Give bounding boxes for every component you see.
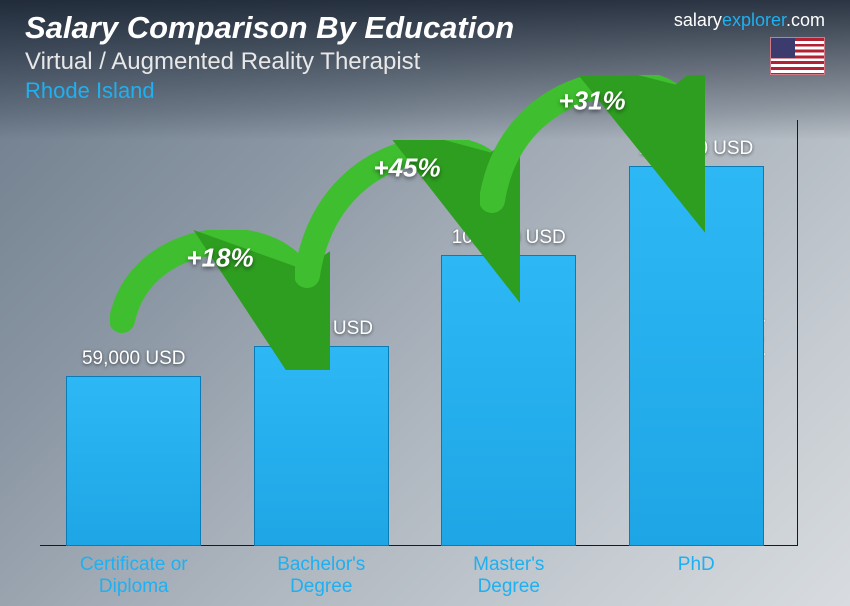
y-axis-line [797, 120, 798, 546]
flag-icon [770, 37, 825, 75]
x-axis-label: Master'sDegree [415, 554, 603, 598]
brand-part1: salary [674, 10, 722, 30]
x-labels: Certificate orDiplomaBachelor'sDegreeMas… [40, 554, 790, 598]
chart-location: Rhode Island [25, 78, 825, 104]
x-axis-label: Bachelor'sDegree [228, 554, 416, 598]
increase-percent-label: +18% [186, 243, 253, 274]
brand-part3: .com [786, 10, 825, 30]
branding: salaryexplorer.com [674, 10, 825, 75]
increase-percent-label: +45% [373, 153, 440, 184]
brand-text: salaryexplorer.com [674, 10, 825, 31]
bar [66, 376, 201, 546]
x-axis-label: PhD [603, 554, 791, 598]
bar [254, 346, 389, 546]
bar-group: 59,000 USD [40, 348, 228, 546]
brand-part2: explorer [722, 10, 786, 30]
x-axis-label: Certificate orDiploma [40, 554, 228, 598]
